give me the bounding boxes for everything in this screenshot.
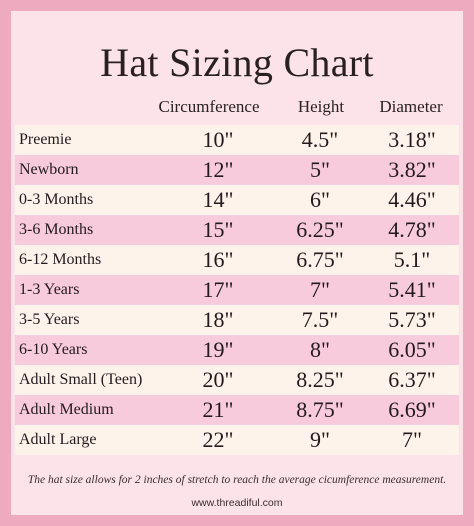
- diameter-value: 4.78": [388, 217, 436, 242]
- height-value: 7": [310, 277, 330, 302]
- size-label: 1-3 Years: [19, 281, 80, 298]
- circumference-value: 22": [202, 427, 234, 452]
- diameter-value: 6.05": [388, 337, 436, 362]
- table-row: Adult Small (Teen) 20" 8.25" 6.37": [15, 365, 459, 395]
- size-label: 3-6 Months: [19, 221, 94, 238]
- height-value: 8": [310, 337, 330, 362]
- circumference-value: 12": [202, 157, 234, 182]
- website-url[interactable]: www.threadiful.com: [191, 497, 283, 509]
- circumference-value: 21": [202, 397, 234, 422]
- table-row: 0-3 Months 14" 6" 4.46": [15, 185, 459, 215]
- height-value: 5": [310, 157, 330, 182]
- circumference-value: 20": [202, 367, 234, 392]
- diameter-value: 6.69": [388, 397, 436, 422]
- circumference-value: 16": [202, 247, 234, 272]
- size-label: Preemie: [19, 131, 72, 148]
- chart-title: Hat Sizing Chart: [100, 40, 374, 85]
- circumference-value: 17": [202, 277, 234, 302]
- height-value: 6.75": [296, 247, 344, 272]
- column-header-diameter: Diameter: [379, 97, 443, 116]
- table-row: Adult Large 22" 9" 7": [15, 425, 459, 455]
- size-label: 0-3 Months: [19, 191, 94, 208]
- table-row: 6-12 Months 16" 6.75" 5.1": [15, 245, 459, 275]
- table-row: 3-6 Months 15" 6.25" 4.78": [15, 215, 459, 245]
- column-header-circumference: Circumference: [158, 97, 260, 116]
- table-row: 1-3 Years 17" 7" 5.41": [15, 275, 459, 305]
- height-value: 9": [310, 427, 330, 452]
- diameter-value: 7": [402, 427, 422, 452]
- circumference-value: 19": [202, 337, 234, 362]
- height-value: 6.25": [296, 217, 344, 242]
- size-label: Adult Small (Teen): [19, 371, 143, 388]
- diameter-value: 5.73": [388, 307, 436, 332]
- column-header-height: Height: [297, 97, 345, 116]
- diameter-value: 5.41": [388, 277, 436, 302]
- table-row: 3-5 Years 18" 7.5" 5.73": [15, 305, 459, 335]
- circumference-value: 15": [202, 217, 234, 242]
- diameter-value: 3.18": [388, 127, 436, 152]
- diameter-value: 3.82": [388, 157, 436, 182]
- height-value: 8.25": [296, 367, 344, 392]
- circumference-value: 14": [202, 187, 234, 212]
- table-row: Newborn 12" 5" 3.82": [15, 155, 459, 185]
- height-value: 7.5": [301, 307, 339, 332]
- diameter-value: 6.37": [388, 367, 436, 392]
- stretch-note: The hat size allows for 2 inches of stre…: [27, 474, 447, 486]
- height-value: 8.75": [296, 397, 344, 422]
- table-row: Adult Medium 21" 8.75" 6.69": [15, 395, 459, 425]
- height-value: 4.5": [301, 127, 339, 152]
- size-label: 6-10 Years: [19, 341, 88, 358]
- table-row: 6-10 Years 19" 8" 6.05": [15, 335, 459, 365]
- height-value: 6": [310, 187, 330, 212]
- diameter-value: 4.46": [388, 187, 436, 212]
- size-label: Newborn: [19, 161, 79, 178]
- size-label: 6-12 Months: [19, 251, 102, 268]
- circumference-value: 18": [202, 307, 234, 332]
- diameter-value: 5.1": [393, 247, 431, 272]
- sizing-chart-card: Hat Sizing Chart Circumference Height Di…: [11, 11, 463, 515]
- size-label: 3-5 Years: [19, 311, 80, 328]
- table-row: Preemie 10" 4.5" 3.18": [15, 125, 459, 155]
- circumference-value: 10": [202, 127, 234, 152]
- size-label: Adult Large: [19, 431, 97, 448]
- size-label: Adult Medium: [19, 401, 114, 418]
